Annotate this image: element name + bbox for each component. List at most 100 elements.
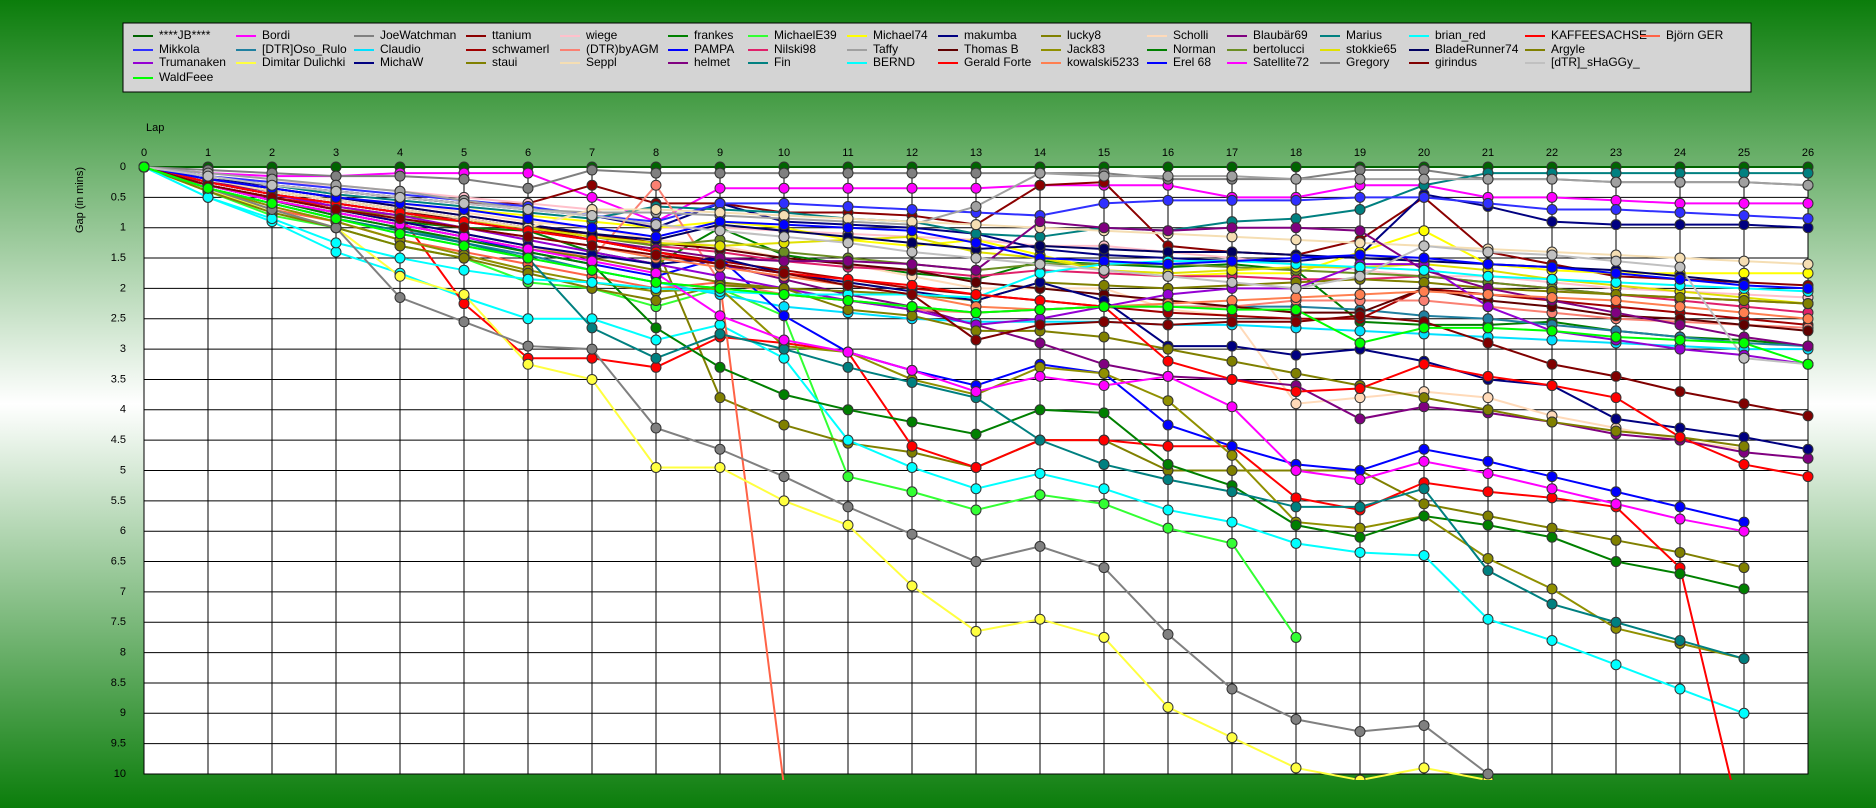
legend-label: Jack83 [1067,42,1105,56]
data-point [1418,358,1430,370]
data-point [1226,449,1238,461]
data-point [1226,304,1238,316]
data-point [458,264,470,276]
data-point [650,167,662,179]
data-point [1290,194,1302,206]
data-point [1290,316,1302,328]
legend-label: Gerald Forte [964,55,1032,69]
data-point [1418,549,1430,561]
y-tick-label: 1.5 [111,252,126,264]
data-point [1610,219,1622,231]
data-point [778,310,790,322]
data-point [1098,279,1110,291]
data-point [906,580,918,592]
data-point [1354,726,1366,738]
data-point [1354,164,1366,176]
data-point [650,295,662,307]
data-point [906,182,918,194]
data-point [1738,197,1750,209]
legend-label: wiege [585,28,618,42]
data-point [1034,167,1046,179]
data-point [1674,334,1686,346]
data-point [1226,246,1238,258]
data-point [1418,455,1430,467]
data-point [1226,683,1238,695]
data-point [586,222,598,234]
data-point [1226,340,1238,352]
data-point [778,352,790,364]
x-tick-label: 25 [1738,147,1750,159]
data-point [330,222,342,234]
data-point [1546,249,1558,261]
data-point [1290,519,1302,531]
data-point [1290,631,1302,643]
legend-label: staui [492,55,517,69]
data-point [1162,288,1174,300]
x-tick-label: 26 [1802,147,1814,159]
data-point [1290,349,1302,361]
data-point [1418,225,1430,237]
data-point [586,210,598,222]
data-point [1482,246,1494,258]
data-point [1290,713,1302,725]
y-tick-label: 9 [120,707,126,719]
data-point [1674,207,1686,219]
data-point [1802,325,1814,337]
data-point [1162,458,1174,470]
x-tick-label: 11 [842,147,853,159]
data-point [522,213,534,225]
data-point [1226,401,1238,413]
data-point [1674,273,1686,285]
data-point [1226,222,1238,234]
data-point [1610,295,1622,307]
data-point [1034,434,1046,446]
data-point [1738,337,1750,349]
data-point [1738,307,1750,319]
data-point [1738,210,1750,222]
legend-label: BERND [873,55,915,69]
data-point [778,334,790,346]
data-point [330,246,342,258]
data-point [650,231,662,243]
data-point [1034,240,1046,252]
data-point [842,182,854,194]
data-point [1546,598,1558,610]
data-point [1162,270,1174,282]
data-point [1546,173,1558,185]
series-line [143,166,1745,660]
x-tick-label: 18 [1290,147,1302,159]
data-point [1546,292,1558,304]
legend-label: KAFFEESACHSE [1551,28,1647,42]
x-tick-label: 14 [1034,147,1046,159]
data-point [1802,258,1814,270]
data-point [1674,261,1686,273]
data-point [1226,732,1238,744]
data-point [1418,276,1430,288]
data-point [1418,401,1430,413]
data-point [586,191,598,203]
y-tick-label: 9.5 [111,738,126,750]
data-point [1034,231,1046,243]
data-point [1354,261,1366,273]
data-point [1546,358,1558,370]
data-point [1034,489,1046,501]
series-line [143,166,1745,660]
data-point [1546,483,1558,495]
legend-label: Claudio [380,42,421,56]
y-tick-label: 3 [120,343,126,355]
data-point [1354,173,1366,185]
data-point [1674,683,1686,695]
data-point [1354,413,1366,425]
data-point [1546,492,1558,504]
data-point [1226,465,1238,476]
data-point [1610,556,1622,568]
data-point [1546,531,1558,543]
data-point [1738,167,1750,179]
data-point [842,200,854,212]
data-point [1418,264,1430,276]
data-point [970,483,982,495]
series-line [143,166,1489,775]
data-point [714,216,726,228]
data-point [1034,295,1046,307]
